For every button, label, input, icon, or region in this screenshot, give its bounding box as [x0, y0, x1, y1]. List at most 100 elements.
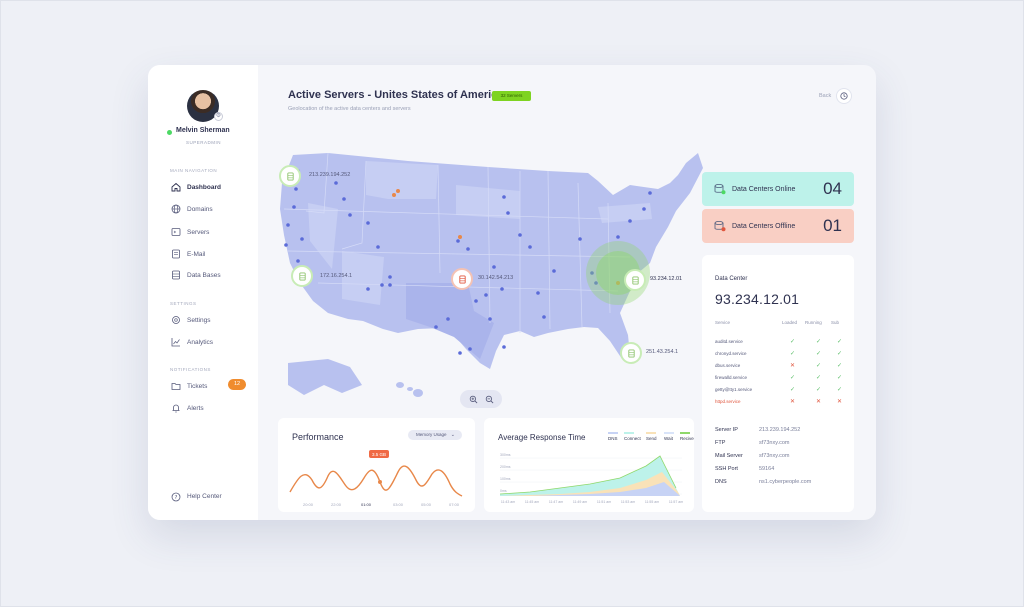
bell-icon: [170, 403, 181, 414]
performance-line: [289, 465, 463, 497]
datacenters-online-label: Data Centers Online: [732, 185, 796, 193]
info-value: sf73nxy.com: [759, 440, 790, 446]
check-icon: ✓: [816, 351, 822, 357]
response-time-chart: 300ms 200ms 100ms 0ms 11:43 am 11:45 am …: [499, 453, 683, 504]
sidebar-item-tickets[interactable]: Tickets: [170, 379, 207, 393]
legend-item[interactable]: DNS: [608, 436, 618, 441]
legend-item[interactable]: Recive: [680, 436, 694, 441]
sidebar-item-label: Domains: [187, 205, 213, 213]
service-row[interactable]: firewalld.service ✓ ✓ ✓: [715, 374, 845, 384]
legend-swatch: [664, 432, 674, 434]
sidebar-item-domains[interactable]: Domains: [170, 202, 213, 216]
x-tick-label: 03:00: [393, 502, 404, 507]
datacenters-offline-card[interactable]: Data Centers Offline 01: [702, 209, 854, 243]
datacenters-online-card[interactable]: Data Centers Online 04: [702, 172, 854, 206]
check-icon: ✓: [790, 339, 796, 345]
pennsylvania-region: [598, 203, 652, 223]
check-icon: ✓: [837, 387, 843, 393]
service-row[interactable]: auditd.service ✓ ✓ ✓: [715, 338, 845, 348]
service-name: httpd.service: [715, 399, 741, 404]
service-row[interactable]: chronyd.service ✓ ✓ ✓: [715, 350, 845, 360]
server-ip-label: 172.16.254.1: [320, 273, 353, 279]
service-name: firewalld.service: [715, 375, 748, 380]
sidebar-item-label: Tickets: [187, 382, 208, 390]
x-tick-label: 11:51 am: [597, 500, 611, 504]
check-icon: ✓: [816, 363, 822, 369]
sidebar-item-label: Data Bases: [187, 271, 221, 279]
gear-icon: [170, 315, 181, 326]
back-button[interactable]: [836, 88, 852, 104]
performance-highlight-point: [378, 480, 382, 484]
dashboard-window: ⚙ Melvin Sherman SUPERADMIN MAIN NAVIGAT…: [148, 65, 876, 520]
settings-badge-icon[interactable]: ⚙: [214, 112, 223, 121]
mail-icon: [170, 249, 181, 260]
alaska-shape: [288, 359, 362, 395]
x-tick-label: 01:00: [361, 502, 372, 507]
check-icon: ✓: [837, 339, 843, 345]
folder-icon: [170, 381, 181, 392]
zoom-out-icon: [485, 395, 493, 403]
sidebar-item-settings[interactable]: Settings: [170, 313, 211, 327]
online-status-dot: [167, 130, 172, 135]
server-marker-1[interactable]: [279, 165, 301, 187]
sidebar-item-label: E-Mail: [187, 250, 206, 258]
check-icon: ✓: [837, 375, 843, 381]
sidebar-item-servers[interactable]: Servers: [170, 225, 209, 239]
legend-item[interactable]: Wait: [664, 436, 673, 441]
home-icon: [170, 182, 181, 193]
zoom-in-icon: [469, 395, 477, 403]
service-name: chronyd.service: [715, 351, 747, 356]
sidebar-item-analytics[interactable]: Analytics: [170, 335, 213, 349]
performance-x-axis: 20:00 22:00 01:00 03:00 05:00 07:00: [303, 502, 460, 507]
y-tick-label: 200ms: [500, 465, 511, 469]
x-tick-label: 11:47 am: [549, 500, 563, 504]
info-key: SSH Port: [715, 466, 738, 472]
y-tick-label: 300ms: [500, 453, 511, 457]
database-icon: [170, 270, 181, 281]
help-center-link[interactable]: ? Help Center: [170, 491, 222, 502]
service-row[interactable]: getty@tty1.service ✓ ✓ ✓: [715, 386, 845, 396]
info-key: Mail Server: [715, 453, 743, 459]
service-name: dbus.service: [715, 363, 741, 368]
column-header-running: Running: [805, 320, 822, 325]
check-icon: ✓: [816, 387, 822, 393]
service-row[interactable]: dbus.service ✕ ✓ ✓: [715, 362, 845, 372]
legend-item[interactable]: Send: [646, 436, 657, 441]
server-marker-4[interactable]: [624, 269, 646, 291]
sidebar-item-dashboard[interactable]: Dashboard: [170, 180, 221, 194]
help-center-label: Help Center: [187, 493, 222, 500]
check-icon: ✓: [837, 351, 843, 357]
back-link[interactable]: Back: [819, 93, 832, 99]
sidebar-item-alerts[interactable]: Alerts: [170, 401, 204, 415]
usa-mainland-shape: [280, 153, 703, 369]
sidebar-item-databases[interactable]: Data Bases: [170, 268, 221, 282]
server-rack-icon: [458, 274, 466, 284]
servers-count-badge: 32 Servers: [492, 91, 531, 101]
sidebar-item-label: Servers: [187, 228, 210, 236]
response-time-card: Average Response Time DNS Connect Send Wait…: [484, 418, 694, 512]
info-value: ns1.cyberpeople.com: [759, 479, 812, 485]
service-row[interactable]: httpd.service ✕ ✕ ✕: [715, 398, 845, 408]
performance-tooltip-bg: [369, 450, 389, 458]
svg-text:?: ?: [174, 495, 177, 501]
server-marker-3[interactable]: [451, 268, 473, 290]
montana-region: [366, 161, 438, 199]
sidebar-item-email[interactable]: E-Mail: [170, 247, 205, 261]
datacenters-offline-count: 01: [823, 216, 842, 235]
zoom-out-button[interactable]: [483, 393, 495, 405]
x-tick-label: 22:00: [331, 502, 342, 507]
legend-item[interactable]: Connect: [624, 436, 641, 441]
usa-map: [280, 152, 703, 397]
section-label-notifications: NOTIFICATIONS: [170, 367, 211, 372]
response-x-axis: 11:43 am 11:45 am 11:47 am 11:49 am 11:5…: [501, 500, 683, 504]
server-marker-5[interactable]: [620, 342, 642, 364]
memory-usage-dropdown[interactable]: Memory Usage ⌄: [408, 430, 462, 440]
datacenter-ip: 93.234.12.01: [715, 291, 800, 307]
x-tick-label: 20:00: [303, 502, 314, 507]
zoom-in-button[interactable]: [467, 393, 479, 405]
server-rack-icon: [627, 348, 635, 358]
avatar[interactable]: [187, 90, 219, 122]
x-tick-label: 11:57 am: [669, 500, 683, 504]
server-rack-icon: [631, 275, 639, 285]
server-marker-2[interactable]: [291, 265, 313, 287]
